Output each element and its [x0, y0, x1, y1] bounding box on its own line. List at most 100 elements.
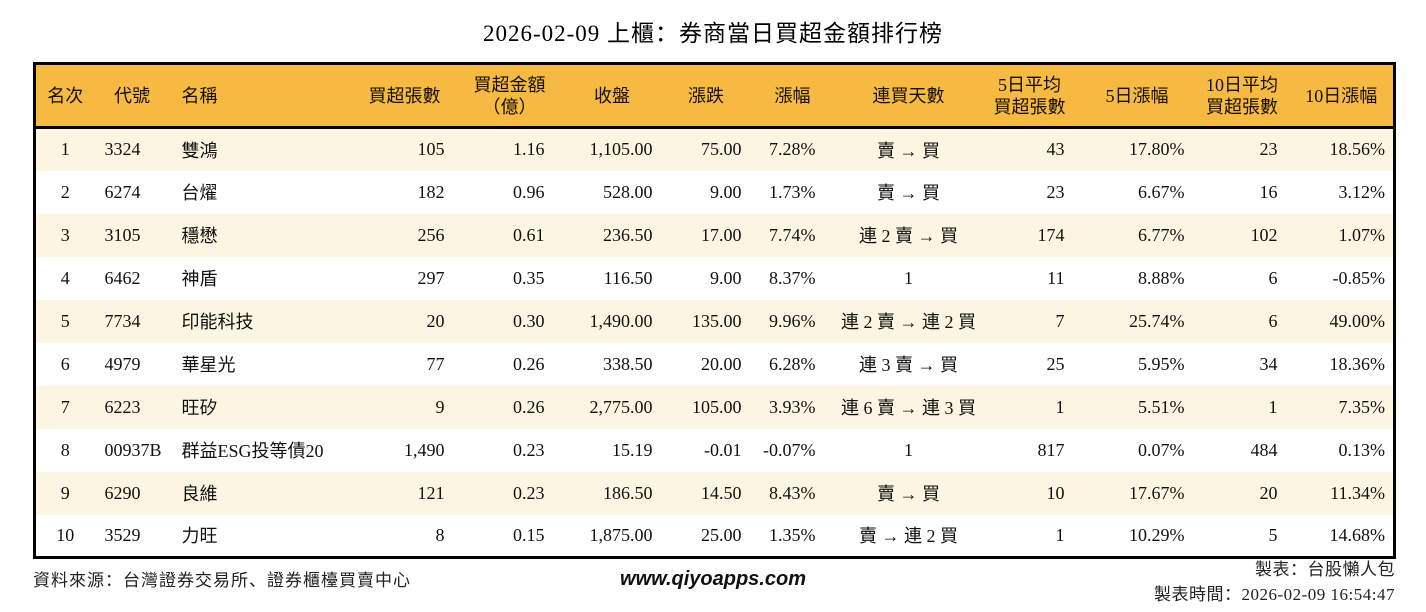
- cell-consecutive-days: 連 3 賣 → 買: [859, 355, 958, 375]
- cell-change-pct: 7.28%: [769, 139, 816, 160]
- column-header-name: 名稱: [169, 63, 350, 129]
- cell-close: 1,875.00: [589, 524, 653, 545]
- table-row: 6 4979 華星光 77 0.26 338.50 20.00 6.28% 連 3 賣 → 買 2…: [34, 342, 1395, 386]
- cell-avg10-volume: 6: [1268, 310, 1278, 331]
- cell-rank: 9: [60, 482, 70, 503]
- ranking-table: 名次 代號 名稱 買超張數 買超金額 （億） 收盤 漲跌 漲幅 連買天數 5日平均 買超張數 5日漲…: [33, 62, 1396, 559]
- cell-code: 6462: [104, 267, 141, 288]
- table-row: 8 00937B 群益ESG投等債20 1,490 0.23 15.19 -0.01 -0.0…: [34, 428, 1395, 472]
- cell-net-buy-amount: 0.35: [513, 267, 545, 288]
- cell-rank: 10: [56, 524, 75, 545]
- cell-consecutive-days: 1: [904, 439, 913, 460]
- cell-change-pct: 1.35%: [769, 524, 816, 545]
- cell-rank: 4: [60, 267, 70, 288]
- cell-avg5-volume: 174: [1037, 224, 1065, 245]
- cell-change10-pct: 18.56%: [1329, 139, 1386, 160]
- footer-credit: 製表：台股懶人包 製表時間：2026-02-09 16:54:47: [1154, 557, 1395, 607]
- table-row: 9 6290 良維 121 0.23 186.50 14.50 8.43% 賣 → 買 10 17.…: [34, 471, 1395, 515]
- column-header-rank: 名次: [34, 63, 95, 129]
- cell-change: 75.00: [701, 139, 742, 160]
- cell-rank: 5: [60, 310, 70, 331]
- cell-code: 6290: [104, 482, 141, 503]
- cell-close: 1,490.00: [589, 310, 653, 331]
- cell-change-pct: 8.43%: [769, 482, 816, 503]
- cell-avg5-volume: 23: [1046, 181, 1065, 202]
- cell-rank: 3: [60, 224, 70, 245]
- cell-close: 15.19: [612, 439, 653, 460]
- cell-change-pct: 7.74%: [769, 224, 816, 245]
- cell-net-buy-amount: 0.23: [513, 482, 545, 503]
- cell-change10-pct: -0.85%: [1332, 267, 1386, 288]
- cell-rank: 1: [60, 139, 70, 160]
- cell-change5-pct: 17.67%: [1129, 482, 1185, 503]
- footer-made-time: 製表時間：2026-02-09 16:54:47: [1153, 585, 1395, 604]
- cell-avg10-volume: 5: [1268, 524, 1278, 545]
- cell-net-buy-volume: 77: [426, 353, 445, 374]
- cell-close: 186.50: [603, 482, 653, 503]
- cell-consecutive-days: 賣 → 連 2 買: [859, 526, 958, 547]
- cell-consecutive-days: 賣 → 買: [877, 183, 940, 203]
- cell-avg5-volume: 817: [1037, 439, 1065, 460]
- cell-name: 華星光: [181, 355, 236, 375]
- table-row: 7 6223 旺矽 9 0.26 2,775.00 105.00 3.93% 連 6 賣 → 連…: [34, 385, 1395, 429]
- cell-change5-pct: 6.67%: [1138, 181, 1185, 202]
- cell-change-pct: 3.93%: [769, 396, 816, 417]
- cell-name: 力旺: [181, 526, 218, 547]
- cell-net-buy-amount: 0.26: [513, 396, 545, 417]
- cell-change: 9.00: [710, 181, 742, 202]
- cell-name: 旺矽: [181, 398, 218, 418]
- cell-change5-pct: 5.95%: [1138, 353, 1185, 374]
- cell-name: 群益ESG投等債20: [181, 441, 324, 461]
- cell-code: 4979: [104, 353, 141, 374]
- cell-consecutive-days: 連 6 賣 → 連 3 買: [841, 398, 976, 418]
- cell-avg10-volume: 23: [1259, 139, 1278, 160]
- page-title: 2026-02-09 上櫃：券商當日買超金額排行榜: [482, 21, 944, 46]
- cell-consecutive-days: 賣 → 買: [877, 140, 940, 161]
- cell-code: 6223: [104, 396, 141, 417]
- cell-avg10-volume: 34: [1259, 353, 1278, 374]
- cell-code: 7734: [104, 310, 141, 331]
- cell-net-buy-volume: 297: [417, 267, 445, 288]
- cell-change: 105.00: [692, 396, 742, 417]
- cell-avg5-volume: 11: [1047, 267, 1065, 288]
- cell-change5-pct: 0.07%: [1138, 439, 1185, 460]
- cell-change10-pct: 3.12%: [1338, 181, 1386, 202]
- cell-change: 25.00: [701, 524, 742, 545]
- table-row: 5 7734 印能科技 20 0.30 1,490.00 135.00 9.96% 連 2 賣 …: [34, 299, 1395, 343]
- column-header-change10-pct: 10日漲幅: [1289, 63, 1395, 129]
- cell-close: 528.00: [603, 181, 653, 202]
- column-header-net-buy-amount: 買超金額 （億）: [459, 63, 560, 129]
- footer-maker: 製表：台股懶人包: [1255, 560, 1395, 579]
- cell-net-buy-volume: 1,490: [404, 439, 445, 460]
- cell-name: 雙鴻: [181, 140, 218, 161]
- cell-name: 神盾: [181, 269, 218, 289]
- cell-avg5-volume: 1: [1055, 396, 1065, 417]
- cell-change5-pct: 5.51%: [1138, 396, 1185, 417]
- cell-code: 00937B: [104, 439, 162, 460]
- cell-avg5-volume: 10: [1046, 482, 1065, 503]
- table-row: 4 6462 神盾 297 0.35 116.50 9.00 8.37% 1 11 8.88% 6 -0…: [34, 256, 1395, 300]
- cell-change10-pct: 1.07%: [1338, 224, 1386, 245]
- column-header-change: 漲跌: [664, 63, 748, 129]
- column-header-net-buy-volume: 買超張數: [349, 63, 460, 129]
- cell-consecutive-days: 連 2 賣 → 買: [859, 226, 958, 246]
- cell-change-pct: 6.28%: [769, 353, 816, 374]
- cell-avg10-volume: 20: [1259, 482, 1278, 503]
- column-header-code: 代號: [94, 63, 170, 129]
- cell-change10-pct: 11.34%: [1330, 482, 1385, 503]
- cell-net-buy-volume: 8: [435, 524, 445, 545]
- cell-change: -0.01: [704, 439, 742, 460]
- cell-net-buy-volume: 121: [417, 482, 445, 503]
- cell-avg10-volume: 1: [1268, 396, 1278, 417]
- cell-change10-pct: 7.35%: [1338, 396, 1386, 417]
- cell-net-buy-amount: 0.96: [513, 181, 545, 202]
- cell-close: 338.50: [603, 353, 653, 374]
- cell-change: 135.00: [692, 310, 742, 331]
- cell-change-pct: 1.73%: [769, 181, 816, 202]
- cell-change: 20.00: [701, 353, 742, 374]
- cell-avg5-volume: 43: [1046, 139, 1065, 160]
- cell-code: 3324: [104, 139, 141, 160]
- cell-avg5-volume: 1: [1055, 524, 1065, 545]
- cell-consecutive-days: 連 2 賣 → 連 2 買: [841, 312, 976, 332]
- cell-change10-pct: 49.00%: [1329, 310, 1386, 331]
